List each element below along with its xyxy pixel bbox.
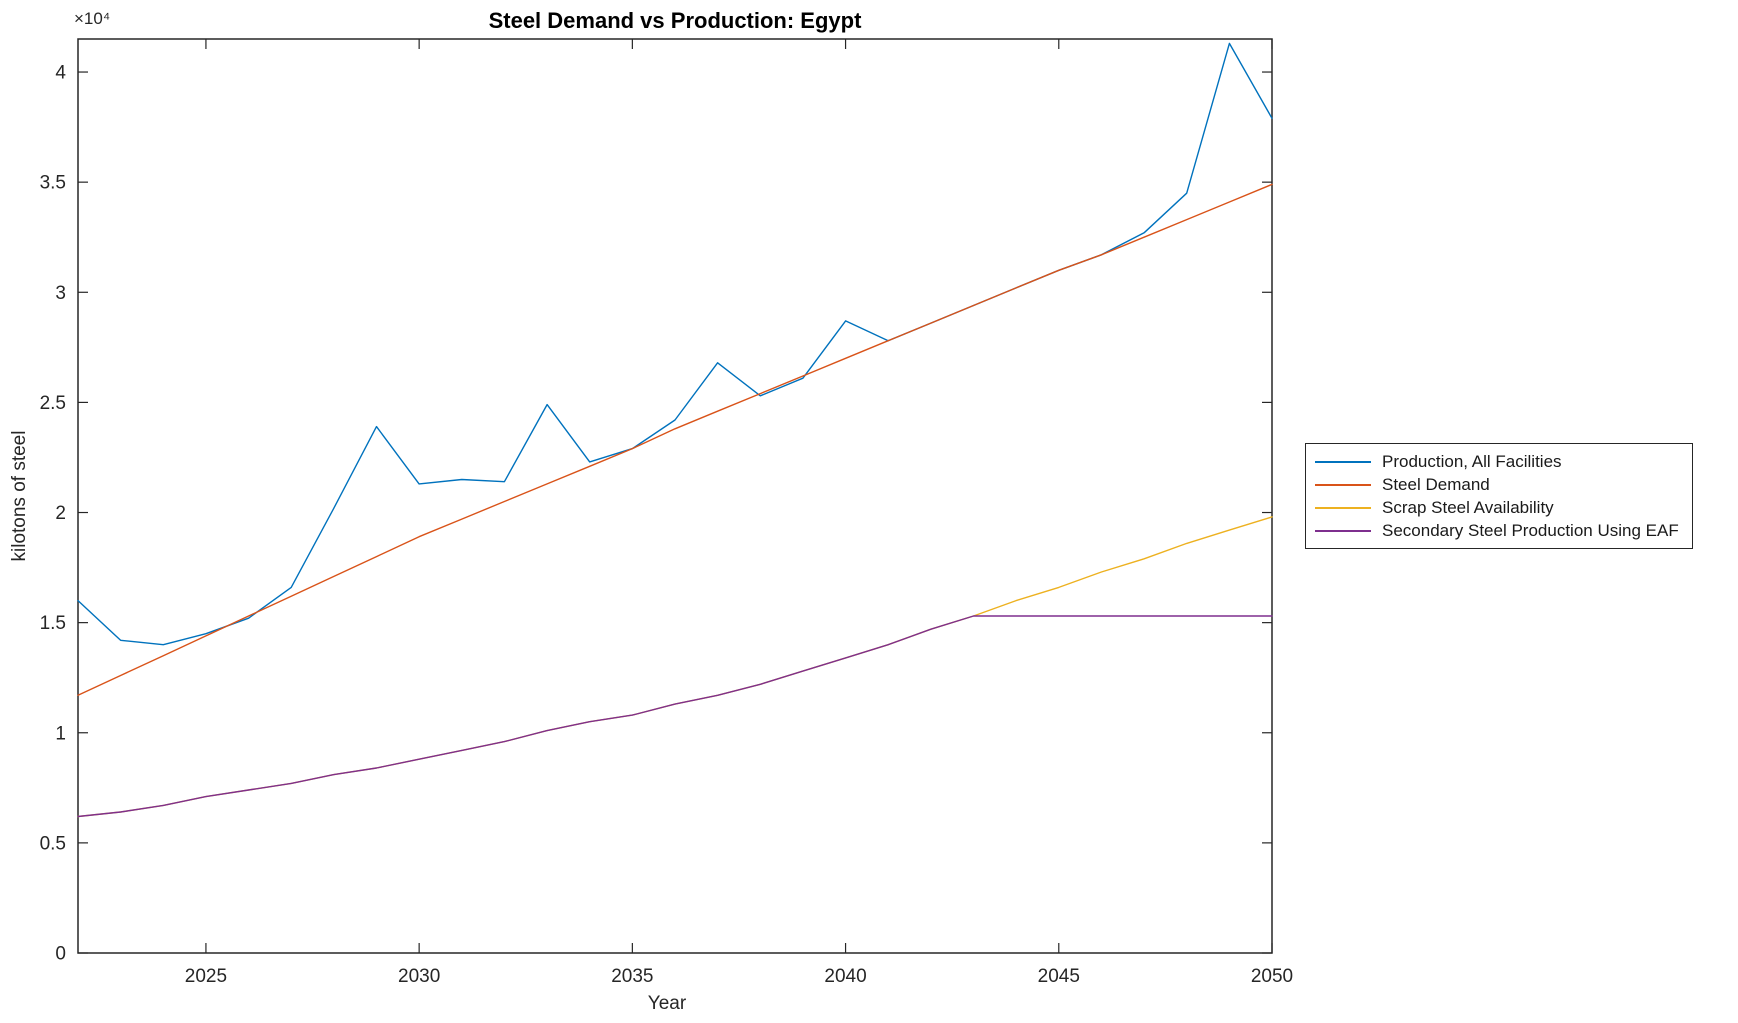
plot-line-scrap-steel-availability xyxy=(77,516,1273,818)
x-tick-label: 2025 xyxy=(185,966,227,987)
y-tick-label: 0 xyxy=(55,944,66,965)
y-tick-label: 2 xyxy=(55,503,66,524)
legend-item-demand: Steel Demand xyxy=(1306,473,1692,496)
plot-axes: 2025 2030 2035 2040 2045 2050 0 0.5 1 1.5 2 2.5 3 3.5… xyxy=(40,38,1293,987)
y-tick-label: 2.5 xyxy=(40,393,66,414)
y-tick-label: 1.5 xyxy=(40,613,66,634)
legend-label-demand: Steel Demand xyxy=(1382,474,1490,494)
legend-item-secondary: Secondary Steel Production Using EAF xyxy=(1306,519,1692,542)
legend-line-demand xyxy=(1315,483,1371,486)
legend-item-production: Production, All Facilities xyxy=(1306,450,1692,473)
legend-line-secondary xyxy=(1315,529,1371,532)
legend-line-production xyxy=(1315,460,1371,463)
x-tick-label: 2050 xyxy=(1251,966,1293,987)
plot-series xyxy=(77,42,1273,818)
y-axis-exponent: ×10⁴ xyxy=(74,9,110,28)
y-tick-label: 4 xyxy=(55,63,66,84)
plot-line-production-all-facilities xyxy=(77,42,1273,646)
legend-label-production: Production, All Facilities xyxy=(1382,451,1562,471)
y-tick-label: 3 xyxy=(55,283,66,304)
legend: Production, All Facilities Steel Demand … xyxy=(1305,443,1693,549)
y-tick-label: 1 xyxy=(55,723,66,744)
legend-label-secondary: Secondary Steel Production Using EAF xyxy=(1382,520,1679,540)
x-tick-label: 2035 xyxy=(611,966,653,987)
plot-line-secondary-steel-eaf xyxy=(77,615,1273,818)
chart-title: Steel Demand vs Production: Egypt xyxy=(489,8,863,33)
x-tick-label: 2030 xyxy=(398,966,440,987)
x-tick-label: 2040 xyxy=(824,966,866,987)
plot-line-steel-demand xyxy=(77,183,1273,696)
legend-item-scrap: Scrap Steel Availability xyxy=(1306,496,1692,519)
y-tick-label: 0.5 xyxy=(40,833,66,854)
legend-label-scrap: Scrap Steel Availability xyxy=(1382,497,1554,517)
x-axis-label: Year xyxy=(648,993,687,1014)
legend-line-scrap xyxy=(1315,506,1371,509)
plot-box xyxy=(77,38,1273,954)
y-axis-label: kilotons of steel xyxy=(9,431,30,562)
x-tick-label: 2045 xyxy=(1038,966,1080,987)
y-tick-label: 3.5 xyxy=(40,173,66,194)
